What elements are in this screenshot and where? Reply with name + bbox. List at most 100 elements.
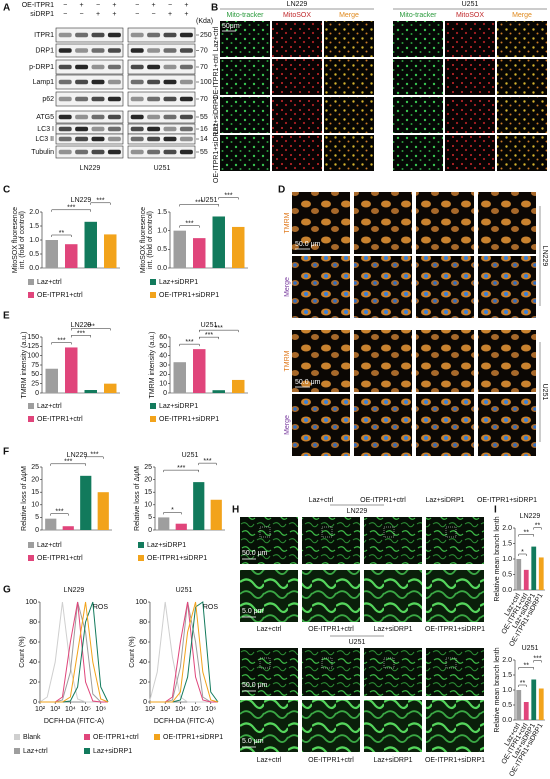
y-axis-label: Relative mean branch lenth [494,647,501,732]
blot-band [107,149,121,155]
x-tick-label: 10² [35,706,46,713]
y-tick-label: 5 [148,514,152,521]
y-tick-label: 0.0 [157,265,167,272]
kda-label: 14 [200,136,208,143]
significance-bracket [533,660,542,663]
y-axis-label: Relative loss of ΔψM [21,466,28,531]
legend-swatch [138,555,144,561]
zoom-box [445,526,457,538]
protein-label: LC3 II [35,136,54,143]
protein-label: Lamp1 [33,79,55,86]
y-tick-label: 2.0 [29,209,39,216]
image-tile [272,59,322,95]
y-axis-label: MitoSOX fluoresence [12,207,19,273]
significance-bracket [179,343,200,347]
blot-band [75,126,89,132]
bar [175,523,187,530]
bar [516,559,522,590]
panel-label: B [211,3,218,14]
blot-band [75,149,89,155]
y-tick-label: 25 [31,381,39,388]
image-tile [354,256,412,318]
kda-label: 16 [200,126,208,133]
bar [97,492,109,530]
x-tick-label: 10⁴ [175,706,186,713]
chart-title: LN229 [520,513,541,520]
scale-label: 5.0 μm [242,608,264,615]
y-tick-label: 10 [159,381,167,388]
legend-label: OE-ITPR1+siDRP1 [147,555,207,562]
bar [193,482,205,530]
image-tile [220,21,270,57]
significance-bracket [518,534,534,537]
bar [210,499,222,530]
row-label: Merge [284,277,291,297]
image-tile [445,135,495,171]
image-tile [497,59,547,95]
y-tick-label: 1.5 [502,540,512,547]
legend-swatch [28,542,34,548]
y-tick-label: 20 [144,476,152,483]
blot-frame [127,133,196,145]
significance-label: *** [90,452,98,459]
blot-band [163,32,177,38]
annotation: ROS [203,604,219,611]
zoom-box [383,526,395,538]
y-tick-label: 50 [31,371,39,378]
significance-label: ** [524,529,530,536]
image-tile [393,21,443,57]
scale-label: 50.0 μm [295,241,321,248]
blot-frame [127,110,196,124]
image-tile [272,135,322,171]
y-tick-label: 25 [144,464,152,471]
y-tick-label: 0 [148,527,152,534]
significance-label: *** [185,221,193,228]
image-tile [272,21,322,57]
blot-frame [127,74,196,90]
bar [538,557,544,590]
blot-band [91,149,105,155]
legend-swatch [154,734,160,740]
blot-band [91,126,105,132]
significance-bracket [51,342,72,345]
y-tick-label: 0.5 [502,702,512,709]
legend-label: Laz+ctrl [37,542,62,549]
significance-bracket [518,684,527,687]
image-tile [416,330,474,392]
zoom-box [321,657,333,669]
blot-frame [127,59,196,75]
bar [104,383,117,393]
y-tick-label: 0.0 [502,587,512,594]
significance-bracket [163,512,182,515]
legend-label: OE-ITPR1+siDRP1 [159,416,219,423]
zoom-box [259,657,271,669]
sign: − [135,11,139,18]
significance-bracket [198,462,217,466]
sign: − [96,2,100,9]
blot-frame [55,59,124,75]
image-tile [220,135,270,171]
y-tick-label: 0.5 [157,246,167,253]
x-tick-label: 10⁵ [190,706,201,713]
y-tick-label: 20 [29,679,37,686]
sign: + [80,2,84,9]
image-tile [324,97,374,133]
bar [531,546,537,590]
blot-band [107,136,121,142]
bar [173,230,186,268]
significance-label: *** [87,323,95,330]
blot-band [130,64,144,70]
legend-swatch [14,748,20,754]
y-axis-label: MitoSOX fluoresence [140,207,147,273]
y-tick-label: 20 [139,679,147,686]
blot-band [58,149,72,155]
protein-label: LC3 I [37,126,54,133]
blot-frame [127,27,196,43]
blot-band [179,126,193,132]
image-tile [220,97,270,133]
blot-band [107,79,121,85]
y-tick-label: 20 [159,371,167,378]
y-tick-label: 2.0 [502,525,512,532]
sign: + [184,11,188,18]
image-tile [354,330,412,392]
